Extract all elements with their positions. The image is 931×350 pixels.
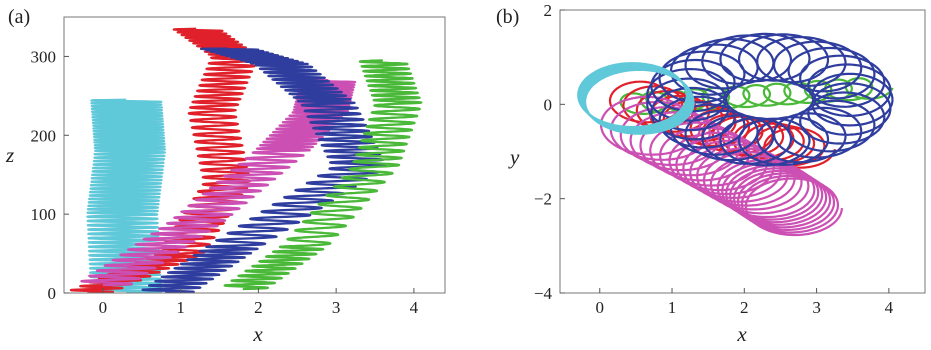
panel-a-series-4 (223, 59, 423, 291)
panel-a-ytick-label: 200 (31, 126, 57, 145)
panel-a-series (69, 27, 423, 293)
panel-a-ytick-label: 0 (48, 284, 57, 303)
panel-b-xtick-label: 1 (668, 298, 677, 317)
panel-b-series (577, 32, 894, 237)
panel-b-ticks: 0 1 2 3 4 −4 −2 0 2 (534, 1, 894, 317)
panel-b-ytick-label: −2 (534, 190, 552, 209)
panel-a-xtick-label: 3 (332, 298, 341, 317)
panel-b-xtick-label: 2 (740, 298, 749, 317)
panel-a-frame (63, 16, 446, 294)
panel-a-ticks: 0 1 2 3 4 0 100 200 300 (31, 47, 419, 317)
panel-a-ylabel: z (5, 143, 14, 167)
panel-a: (a) 0 1 2 3 4 0 100 200 300 x z (5, 6, 446, 346)
panel-a-series-1 (69, 27, 259, 293)
panel-b-ytick-label: 2 (544, 1, 553, 20)
panel-a-label: (a) (8, 6, 30, 28)
panel-a-xtick-label: 2 (254, 298, 263, 317)
panel-b-xtick-label: 3 (812, 298, 821, 317)
panel-a-xlabel: x (252, 322, 263, 346)
panel-b-xlabel: x (736, 322, 747, 346)
panel-a-ytick-label: 100 (31, 205, 57, 224)
panel-b-ytick-label: −4 (534, 284, 553, 303)
panel-b-xtick-label: 0 (596, 298, 605, 317)
panel-a-xtick-label: 0 (99, 298, 108, 317)
panel-b-series-4 (577, 62, 695, 135)
panel-b-ytick-label: 0 (544, 95, 553, 114)
panel-b-ylabel: y (508, 145, 520, 169)
panel-a-series-3 (141, 47, 388, 293)
panel-b-xtick-label: 4 (885, 298, 894, 317)
panel-b-label: (b) (496, 6, 519, 28)
panel-b-series-2 (600, 95, 843, 237)
panel-a-ytick-label: 300 (31, 47, 57, 66)
panel-b-frame (559, 9, 926, 294)
panel-a-xtick-label: 1 (176, 298, 185, 317)
panel-b: (b) 0 1 2 3 4 −4 −2 0 2 x y (496, 1, 926, 346)
panel-b-series-3 (646, 32, 894, 167)
panel-a-xtick-label: 4 (410, 298, 419, 317)
